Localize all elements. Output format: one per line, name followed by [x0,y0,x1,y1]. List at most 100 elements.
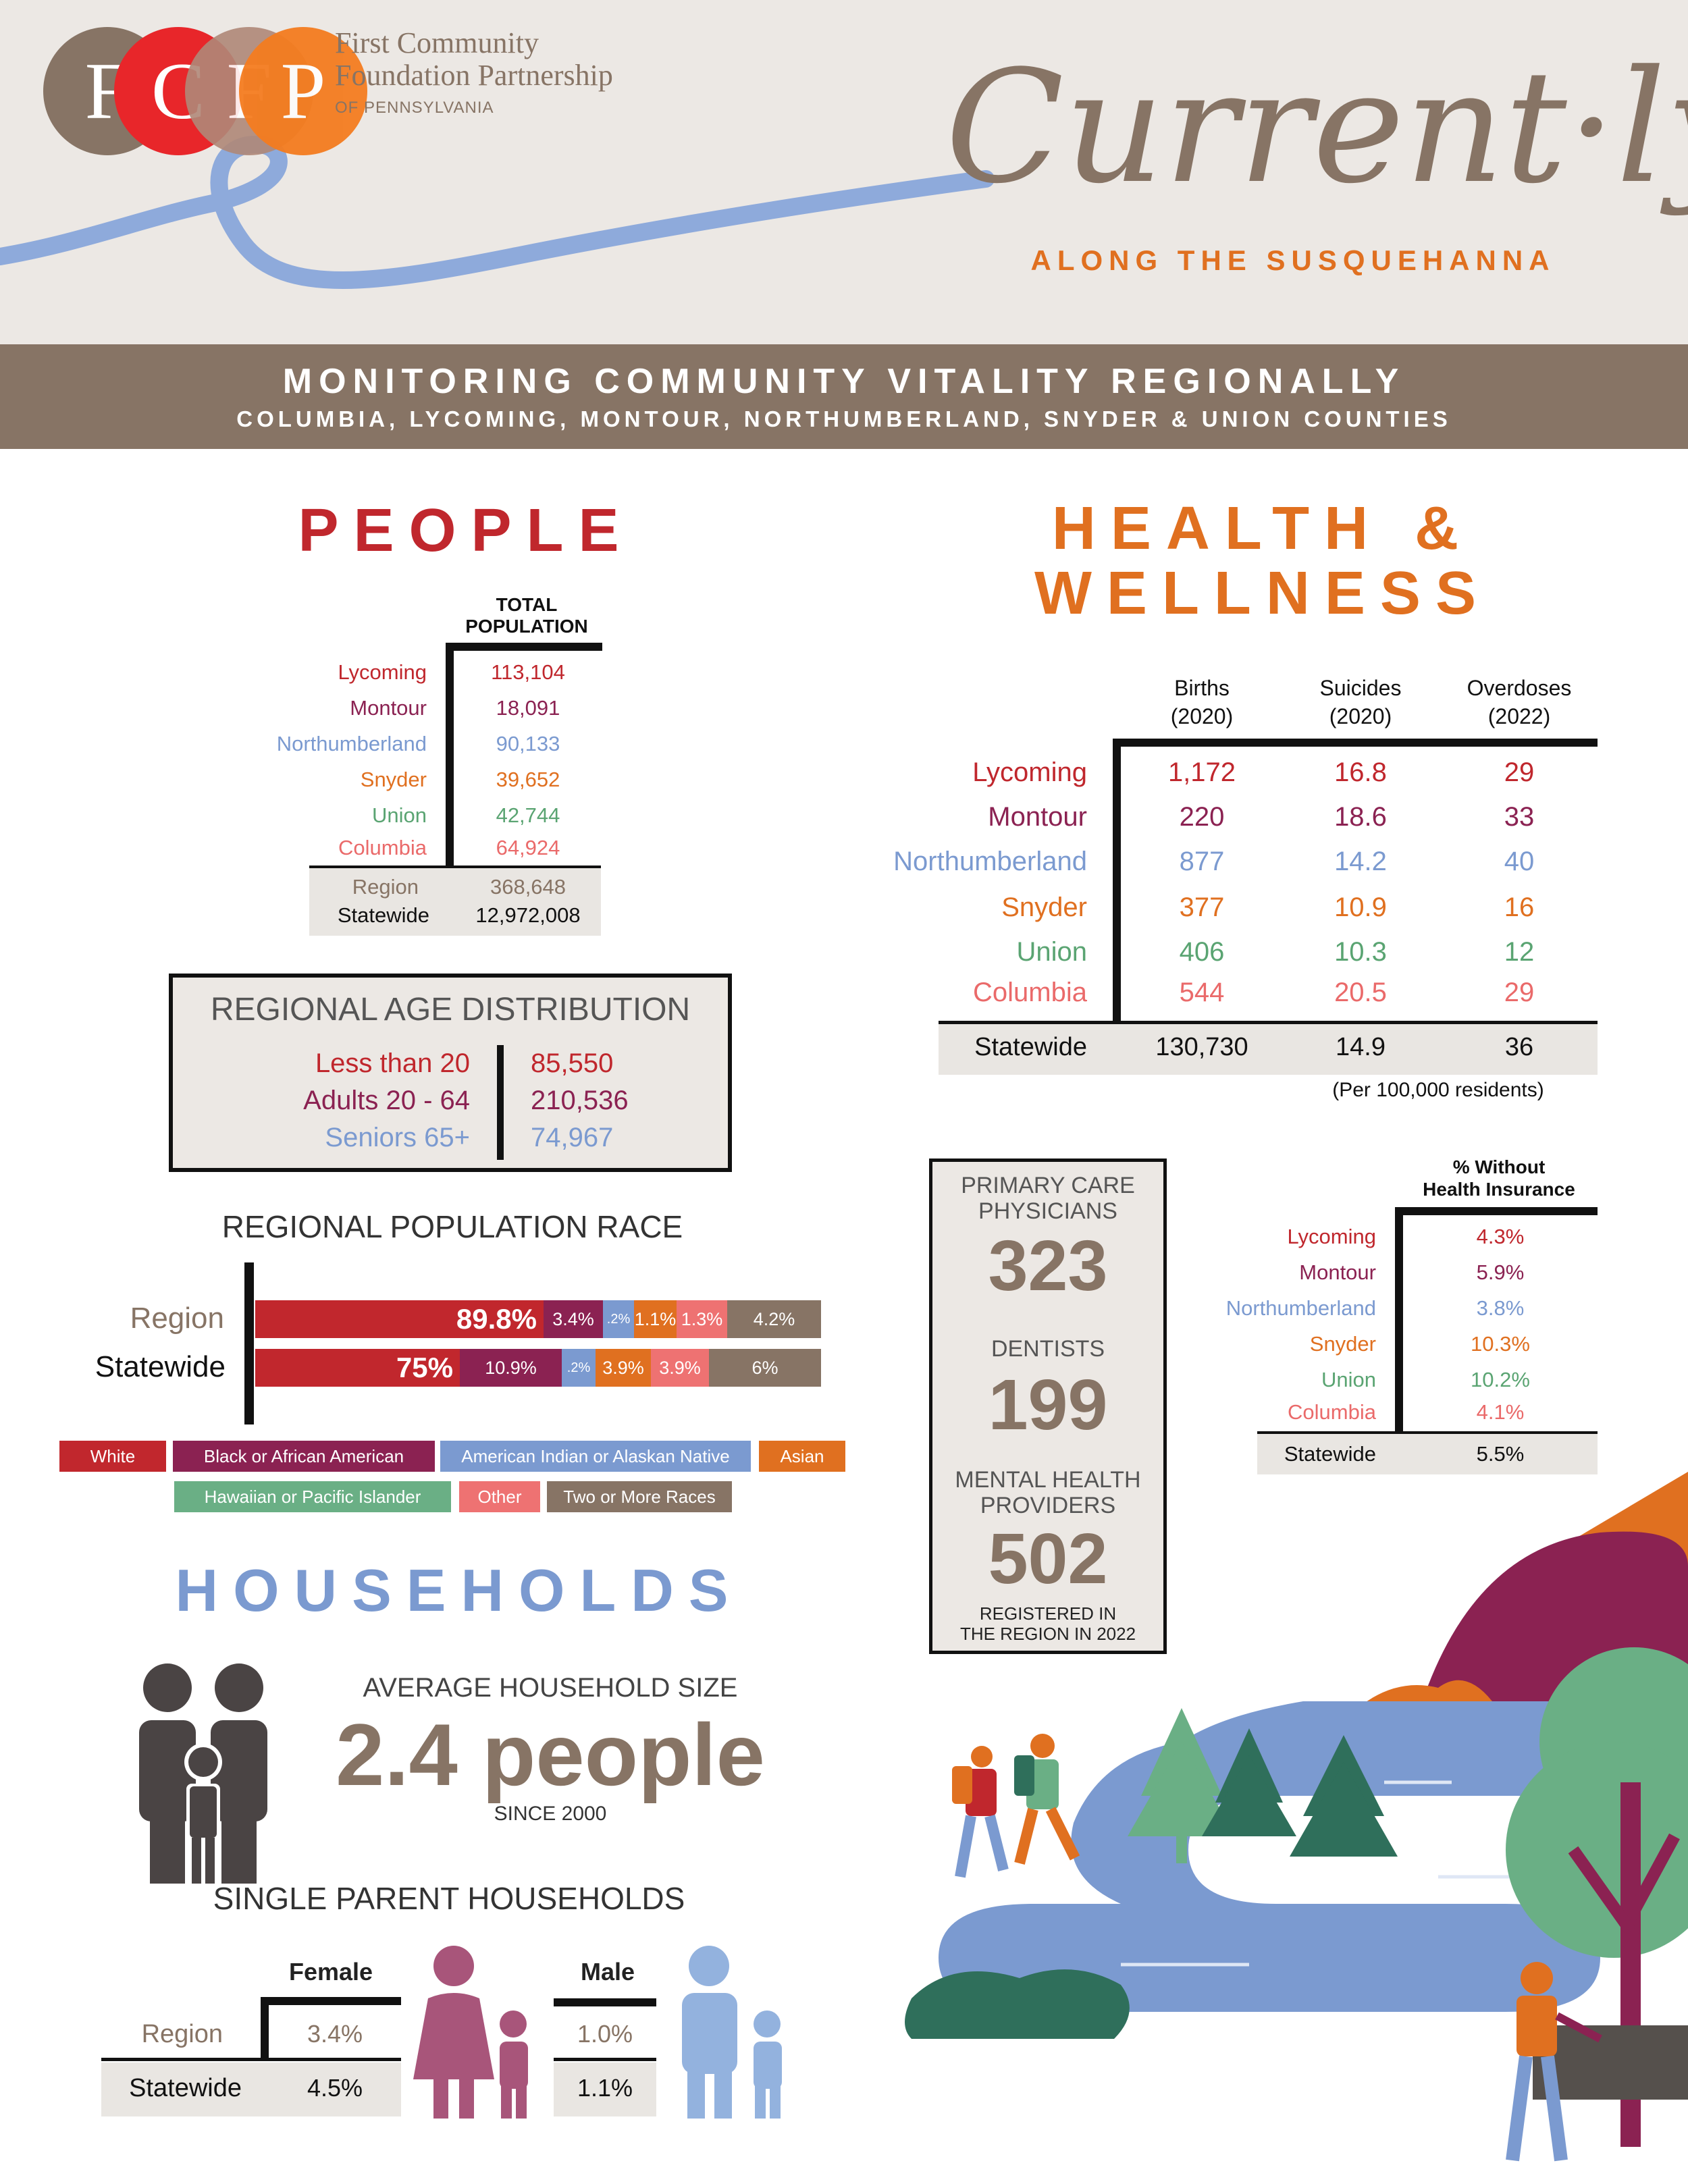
father-child-icon [682,1946,782,2119]
suicides-header-2: (2020) [1329,704,1392,728]
pop-value-columbia: 64,924 [496,836,560,859]
pop-county-northumberland: Northumberland [276,732,427,755]
births-header-1: Births [1174,676,1230,700]
race-region-segment-1: 89.8% [255,1300,544,1338]
female-header: Female [288,1958,373,1986]
overdoses-montour: 33 [1504,802,1535,832]
pop-value-union: 42,744 [496,803,560,827]
pop-county-montour: Montour [350,696,427,720]
births-columbia: 544 [1179,978,1225,1007]
births-statewide: 130,730 [1155,1033,1248,1061]
population-header: TOTAL POPULATION [432,594,621,637]
race-title: REGIONAL POPULATION RACE [221,1209,683,1244]
header: F C F P First Community Foundation Partn… [0,0,1688,344]
suicides-northumberland: 14.2 [1334,847,1387,876]
pop-county-lycoming: Lycoming [338,660,427,684]
suicides-snyder: 10.9 [1334,893,1387,922]
male-state-bg [554,2062,656,2116]
births-northumberland: 877 [1179,847,1225,876]
race-region-bar: 89.8% 3.4% .2% 1.1% 1.3% 4.2% [255,1300,821,1338]
overdoses-columbia: 29 [1504,978,1535,1007]
providers-note-2: THE REGION IN 2022 [959,1624,1136,1644]
health-state-rule [939,1021,1598,1024]
age-value-adults: 210,536 [531,1086,629,1115]
age-label-under20: Less than 20 [315,1048,470,1078]
births-header: Births (2020) [1121,674,1283,730]
per-100k-note: (Per 100,000 residents) [1332,1079,1544,1101]
births-lycoming: 1,172 [1167,757,1236,787]
ins-value-snyder: 10.3% [1471,1332,1530,1356]
legend-asian: Asian [759,1441,845,1472]
pop-county-snyder: Snyder [360,768,427,791]
age-label-seniors: Seniors 65+ [325,1123,470,1152]
health-title-line-2: WELLNESS [1034,560,1491,627]
health-county-snyder: Snyder [1001,893,1087,922]
sp-region-label: Region [141,2020,223,2048]
dentists-value: 199 [988,1365,1108,1445]
pcp-value: 323 [988,1226,1108,1306]
legend-other: Other [459,1481,540,1512]
overdoses-snyder: 16 [1504,893,1535,922]
population-header-2: POPULATION [465,616,588,637]
race-state-segment-3: .2% [562,1349,596,1387]
overdoses-header-1: Overdoses [1467,676,1572,700]
ins-county-union: Union [1321,1368,1376,1391]
pop-value-lycoming: 113,104 [491,660,565,684]
pop-region-label: Region [352,875,419,899]
health-title: HEALTH & WELLNESS [1013,496,1512,626]
insurance-header-2: Health Insurance [1423,1179,1575,1200]
dentists-label: DENTISTS [991,1336,1105,1362]
health-state-bg [939,1023,1598,1075]
providers-box: PRIMARY CARE PHYSICIANS 323 DENTISTS 199… [929,1158,1167,1654]
race-axis [244,1262,254,1424]
overdoses-lycoming: 29 [1504,757,1535,787]
race-region-label: Region [130,1302,224,1335]
race-state-segment-2: 10.9% [460,1349,562,1387]
pop-value-montour: 18,091 [496,696,560,720]
ins-state-label: Statewide [1284,1442,1376,1466]
female-state-bg [101,2062,401,2116]
ins-county-lycoming: Lycoming [1287,1225,1376,1248]
logo-line-3: OF PENNSYLVANIA [335,99,494,117]
legend-white: White [59,1441,166,1472]
age-value-seniors: 74,967 [531,1123,614,1152]
health-county-columbia: Columbia [973,978,1087,1007]
health-county-union: Union [1016,937,1087,967]
race-region-segment-6: 4.2% [727,1300,821,1338]
population-summary-bg [309,865,601,936]
ins-value-lycoming: 4.3% [1476,1225,1525,1248]
age-distribution-box: REGIONAL AGE DISTRIBUTION Less than 20 8… [169,974,732,1172]
sp-state-label: Statewide [129,2074,242,2102]
population-header-rule [446,643,602,651]
race-state-segment-5: 3.9% [651,1349,709,1387]
insurance-header-1: % Without [1452,1156,1546,1177]
race-state-segment-6: 6% [709,1349,821,1387]
currently-script-title: Current·ly [945,38,1688,218]
ins-value-columbia: 4.1% [1476,1400,1525,1424]
title-band: MONITORING COMMUNITY VITALITY REGIONALLY… [0,344,1688,449]
ins-value-montour: 5.9% [1476,1260,1525,1284]
female-rule [261,1997,401,2005]
suicides-header-1: Suicides [1319,676,1402,700]
logo-text: First Community Foundation Partnership O… [335,27,613,124]
age-label-adults: Adults 20 - 64 [303,1086,470,1115]
logo-line-2: Foundation Partnership [335,59,613,92]
avg-household-value: 2.4 people [336,1705,765,1804]
population-divider [446,643,454,865]
race-region-segment-5: 1.3% [677,1300,727,1338]
logo-line-1: First Community [335,26,539,59]
male-rule [554,1998,656,2006]
births-montour: 220 [1179,802,1225,832]
male-header: Male [580,1958,635,1986]
legend-black: Black or African American [173,1441,435,1472]
race-region-segment-4: 1.1% [634,1300,677,1338]
race-state-bar: 75% 10.9% .2% 3.9% 3.9% 6% [255,1349,821,1387]
providers-note: REGISTERED IN THE REGION IN 2022 [932,1603,1163,1644]
sp-male-region: 1.0% [577,2020,633,2048]
households-title: HOUSEHOLDS [175,1557,743,1624]
race-state-label: Statewide [95,1350,226,1383]
race-state-segment-1: 75% [255,1349,460,1387]
race-state-segment-4: 3.9% [596,1349,651,1387]
age-value-under20: 85,550 [531,1048,614,1078]
insurance-state-rule [1257,1431,1598,1434]
